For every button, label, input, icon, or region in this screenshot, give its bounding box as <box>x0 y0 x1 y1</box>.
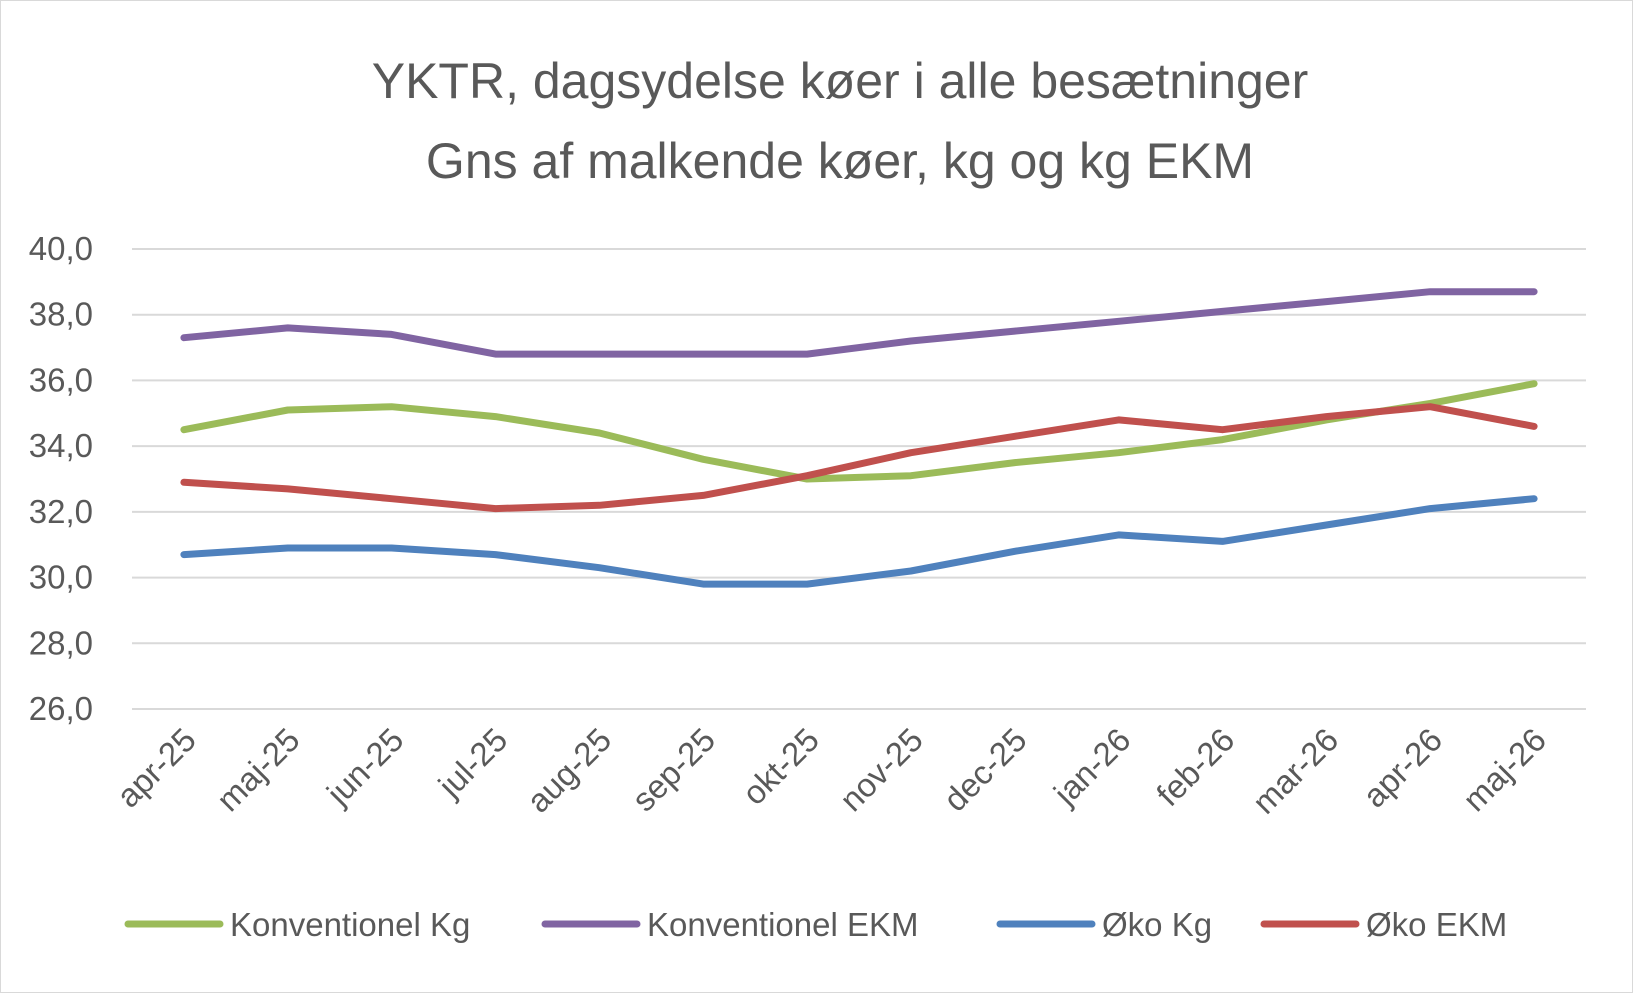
x-tick-label: maj-26 <box>1456 721 1553 818</box>
y-tick-label: 36,0 <box>29 361 93 398</box>
series-line <box>180 288 1538 358</box>
x-tick-label: sep-25 <box>625 721 723 819</box>
x-tick-label: maj-25 <box>209 721 306 818</box>
y-tick-label: 34,0 <box>29 427 93 464</box>
x-tick-label: nov-25 <box>832 721 930 819</box>
series-line <box>180 495 1538 588</box>
legend-label: Konventionel EKM <box>647 906 919 943</box>
x-tick-label: jan-26 <box>1046 721 1138 813</box>
y-tick-label: 40,0 <box>29 230 93 267</box>
chart-subtitle: Gns af malkende køer, kg og kg EKM <box>426 133 1254 189</box>
legend: Konventionel Kg Konventionel EKM Øko Kg Øko… <box>124 906 1507 943</box>
x-tick-label: apr-25 <box>109 721 203 815</box>
series-line <box>180 380 1538 483</box>
y-tick-label: 38,0 <box>29 296 93 333</box>
x-tick-label: okt-25 <box>735 721 826 812</box>
x-tick-label: apr-26 <box>1356 721 1450 815</box>
x-tick-label: aug-25 <box>519 721 618 820</box>
x-tick-label: jul-25 <box>431 721 515 805</box>
x-axis: apr-25 maj-25 jun-25 jul-25 aug-25 sep-25 okt-… <box>109 721 1553 821</box>
legend-label: Øko Kg <box>1102 906 1212 943</box>
x-tick-label: mar-26 <box>1245 721 1345 821</box>
legend-label: Konventionel Kg <box>230 906 470 943</box>
y-tick-label: 28,0 <box>29 624 93 661</box>
series-line <box>180 403 1538 513</box>
chart-title: YKTR, dagsydelse køer i alle besætninger <box>372 53 1309 109</box>
x-tick-label: dec-25 <box>936 721 1034 819</box>
y-tick-label: 30,0 <box>29 559 93 596</box>
x-tick-label: jun-25 <box>319 721 411 813</box>
y-tick-label: 32,0 <box>29 493 93 530</box>
x-tick-label: feb-26 <box>1149 721 1241 813</box>
series-lines <box>180 288 1538 588</box>
y-tick-label: 26,0 <box>29 690 93 727</box>
y-axis: 26,0 28,0 30,0 32,0 34,0 36,0 38,0 40,0 <box>29 230 93 727</box>
gridlines <box>132 248 1586 710</box>
legend-label: Øko EKM <box>1366 906 1507 943</box>
